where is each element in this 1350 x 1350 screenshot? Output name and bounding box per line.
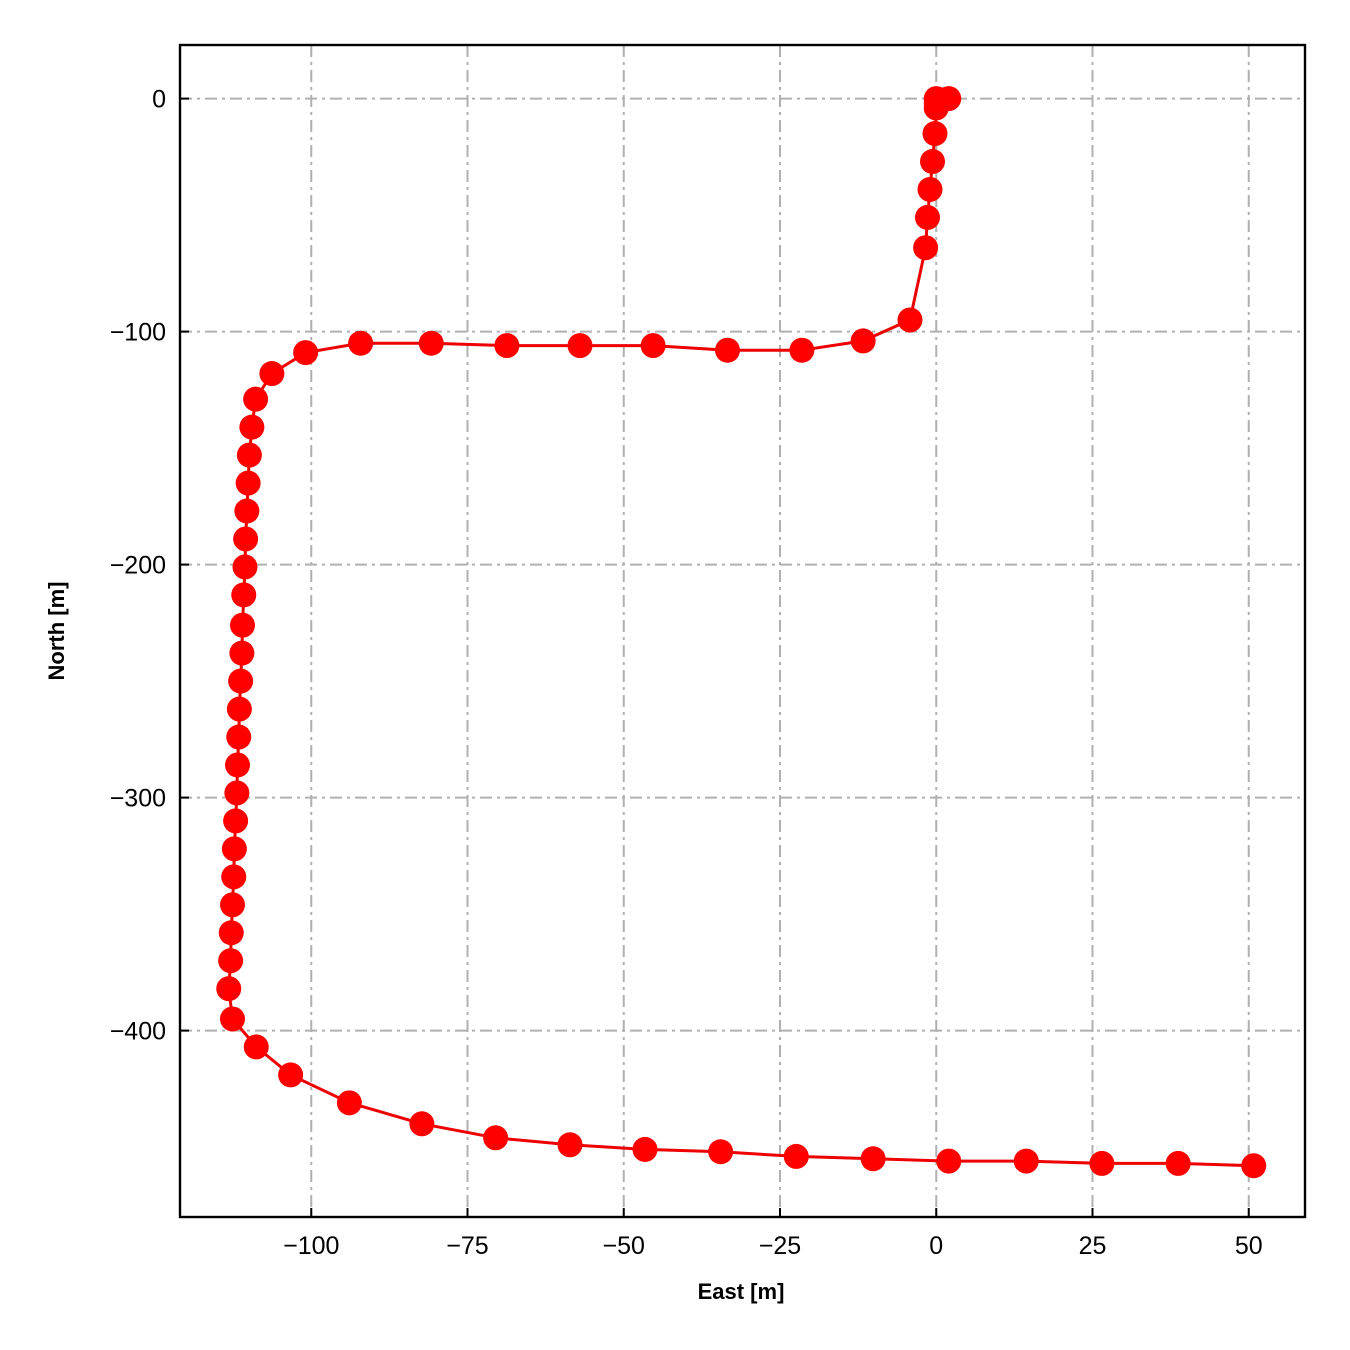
trajectory-point [1013, 1148, 1039, 1174]
trajectory-point [220, 1006, 245, 1032]
trajectory-point [221, 864, 247, 890]
trajectory-point [232, 554, 258, 580]
trajectory-point [557, 1132, 583, 1158]
trajectory-point [915, 204, 940, 230]
trajectory-point [236, 442, 262, 468]
trajectory-point [494, 333, 520, 359]
trajectory-point [234, 498, 260, 524]
trajectory-point [229, 640, 255, 666]
trajectory-point [1089, 1150, 1115, 1176]
trajectory-point [640, 333, 666, 359]
trajectory-point [1165, 1150, 1191, 1176]
trajectory-point [917, 176, 943, 202]
x-tick-label: 0 [929, 1232, 943, 1260]
y-tick-label: −200 [110, 552, 166, 580]
trajectory-point [243, 386, 269, 412]
y-tick-label: −300 [110, 785, 166, 813]
trajectory-point [897, 307, 923, 333]
trajectory-point [230, 612, 255, 638]
tick-labels: −100 −75 −50 −25 0 25 50 0 −100 −200 −300 −400 [110, 86, 1263, 1260]
trajectory-point [632, 1136, 658, 1162]
trajectory-point [1241, 1153, 1267, 1179]
trajectory-point [789, 337, 815, 363]
x-tick-label: −75 [446, 1232, 488, 1260]
series-layer [216, 86, 1267, 1179]
trajectory-point [336, 1090, 362, 1116]
trajectory-point [923, 95, 949, 121]
y-tick-label: 0 [152, 86, 166, 114]
trajectory-point [483, 1125, 509, 1151]
trajectory-point [228, 668, 254, 694]
trajectory-point [223, 808, 249, 834]
trajectory-point [220, 892, 245, 918]
trajectory-point [293, 340, 319, 366]
trajectory-point [226, 696, 252, 722]
trajectory-point [226, 724, 252, 750]
trajectory-point [231, 582, 257, 608]
trajectory-point [920, 149, 945, 175]
trajectory-point [715, 337, 740, 363]
y-axis-label: North [m] [44, 582, 69, 681]
trajectory-point [567, 333, 593, 359]
trajectory-point [348, 330, 374, 356]
y-tick-label: −100 [110, 319, 166, 347]
trajectory-point [221, 836, 247, 862]
trajectory-point [259, 361, 285, 387]
trajectory-point [225, 752, 250, 778]
x-tick-label: −100 [283, 1232, 339, 1260]
x-tick-label: 50 [1235, 1232, 1263, 1260]
trajectory-point [243, 1034, 269, 1060]
trajectory-point [850, 328, 876, 354]
trajectory-point [239, 414, 265, 440]
trajectory-point [218, 920, 244, 946]
trajectory-point [409, 1111, 435, 1137]
trajectory-point [783, 1143, 809, 1169]
x-tick-label: 25 [1079, 1232, 1107, 1260]
grid-lines [180, 45, 1305, 1217]
trajectory-point [860, 1146, 886, 1172]
trajectory-point [224, 780, 250, 806]
trajectory-point [922, 121, 948, 147]
trajectory-point [235, 470, 261, 496]
tick-marks [180, 97, 1250, 1217]
plot-frame [178, 43, 1307, 1219]
trajectory-point [278, 1062, 304, 1088]
x-axis-label: East [m] [698, 1279, 785, 1304]
trajectory-point [233, 526, 259, 552]
trajectory-line [227, 97, 1254, 1168]
trajectory-point [708, 1139, 734, 1165]
trajectory-point [218, 948, 244, 974]
x-tick-label: −25 [759, 1232, 801, 1260]
trajectory-point [936, 1148, 962, 1174]
x-tick-label: −50 [603, 1232, 645, 1260]
trajectory-point [913, 235, 939, 261]
y-tick-label: −400 [110, 1018, 166, 1046]
trajectory-point [216, 976, 242, 1002]
trajectory-point [418, 330, 444, 356]
